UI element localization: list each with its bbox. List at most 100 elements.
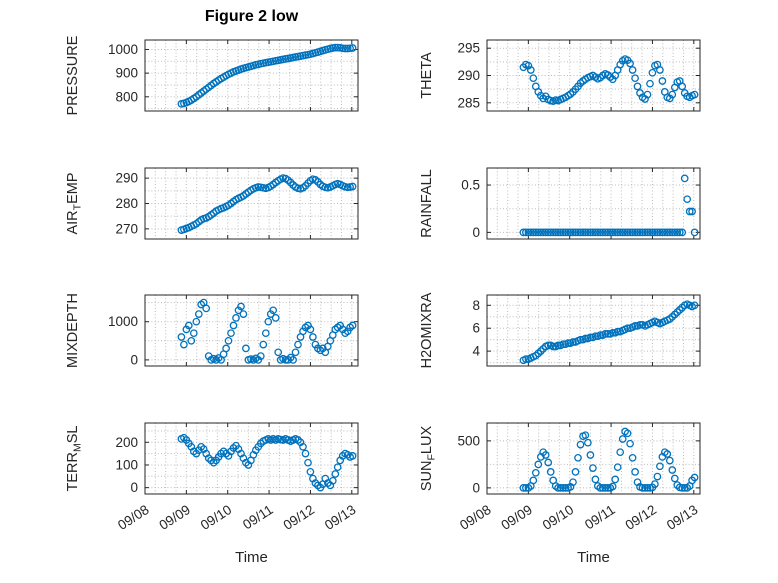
data-point	[656, 66, 664, 74]
data-point	[559, 340, 567, 349]
data-point	[536, 347, 545, 355]
tick-marks	[486, 295, 700, 366]
data-point	[675, 228, 684, 237]
data-point	[304, 321, 312, 330]
axes-box	[486, 294, 701, 367]
data-point	[584, 228, 592, 237]
data-point	[556, 228, 565, 237]
data-point	[690, 90, 699, 99]
data-point	[665, 456, 674, 465]
y-axis-label: PRESSURE	[65, 35, 81, 115]
data-point	[593, 228, 602, 237]
y-tick-label: 100	[115, 457, 138, 472]
data-point	[529, 476, 538, 485]
data-series	[177, 43, 357, 108]
x-tick-label: 09/10	[198, 502, 235, 533]
data-point	[294, 340, 302, 349]
data-point	[658, 77, 667, 85]
data-point	[544, 341, 553, 350]
data-point	[237, 302, 245, 311]
data-point	[559, 228, 567, 237]
data-point	[603, 484, 612, 492]
y-axis-label: AIRTEMP	[65, 172, 84, 234]
y-tick-label: 285	[457, 95, 480, 110]
data-point	[648, 68, 657, 77]
x-tick-label: 09/11	[240, 502, 276, 532]
data-point	[564, 228, 572, 237]
x-tick-label: 09/09	[156, 502, 193, 533]
data-point	[670, 474, 679, 483]
data-point	[643, 484, 652, 492]
data-point	[584, 438, 592, 447]
tick-marks	[486, 168, 700, 239]
data-point	[653, 472, 662, 481]
data-point	[574, 453, 582, 462]
y-axis-label: SUNFLUX	[419, 426, 438, 492]
data-point	[311, 340, 320, 349]
data-point	[192, 317, 201, 326]
data-point	[187, 336, 196, 345]
data-point	[224, 336, 233, 345]
data-point	[299, 442, 307, 451]
data-point	[673, 228, 682, 237]
data-point	[641, 228, 649, 237]
data-point	[613, 228, 622, 237]
data-point	[690, 301, 699, 310]
data-point	[539, 228, 548, 237]
x-tick-label: 09/09	[498, 502, 535, 533]
data-point	[256, 352, 265, 360]
data-point	[603, 228, 612, 237]
data-point	[616, 448, 625, 457]
data-point	[636, 320, 644, 329]
figure-title: Figure 2 low	[204, 8, 299, 25]
data-point	[348, 452, 357, 460]
data-point	[586, 333, 595, 342]
axes-box	[144, 294, 359, 367]
y-tick-label: 500	[457, 433, 480, 448]
data-point	[663, 228, 672, 237]
data-point	[534, 460, 543, 469]
data-point	[579, 228, 587, 237]
data-point	[646, 79, 654, 88]
y-axis-label: TERRMSL	[65, 426, 84, 492]
data-point	[177, 333, 186, 341]
data-point	[264, 317, 273, 326]
data-point	[626, 228, 634, 237]
data-point	[522, 484, 530, 492]
x-tick-label: 09/08	[457, 502, 494, 533]
data-point	[274, 348, 283, 357]
data-point	[576, 440, 585, 449]
data-point	[331, 470, 340, 478]
data-point	[668, 466, 677, 474]
data-point	[618, 435, 627, 443]
data-point	[596, 484, 605, 492]
data-point	[643, 90, 652, 99]
data-point	[621, 228, 629, 237]
data-point	[628, 453, 637, 462]
data-point	[651, 228, 659, 237]
y-tick-label: 1000	[108, 314, 138, 329]
data-point	[631, 322, 639, 330]
data-point	[596, 331, 605, 339]
data-point	[209, 458, 218, 467]
y-tick-label: 295	[457, 41, 480, 56]
data-point	[571, 228, 580, 237]
data-point	[608, 228, 617, 237]
data-point	[606, 73, 615, 81]
tick-marks	[144, 423, 358, 494]
data-point	[266, 310, 275, 318]
x-axis-label-right: Time	[577, 549, 610, 566]
data-point	[184, 321, 193, 330]
data-point	[660, 228, 669, 237]
data-point	[685, 207, 694, 216]
x-tick-label: 09/13	[664, 502, 701, 533]
data-point	[544, 458, 553, 467]
data-point	[633, 82, 642, 91]
data-point	[648, 228, 657, 237]
y-tick-label: 0.5	[461, 178, 480, 193]
data-point	[626, 59, 634, 68]
data-point	[526, 228, 535, 237]
data-series	[177, 433, 357, 492]
data-point	[561, 228, 570, 237]
data-point	[589, 464, 597, 472]
